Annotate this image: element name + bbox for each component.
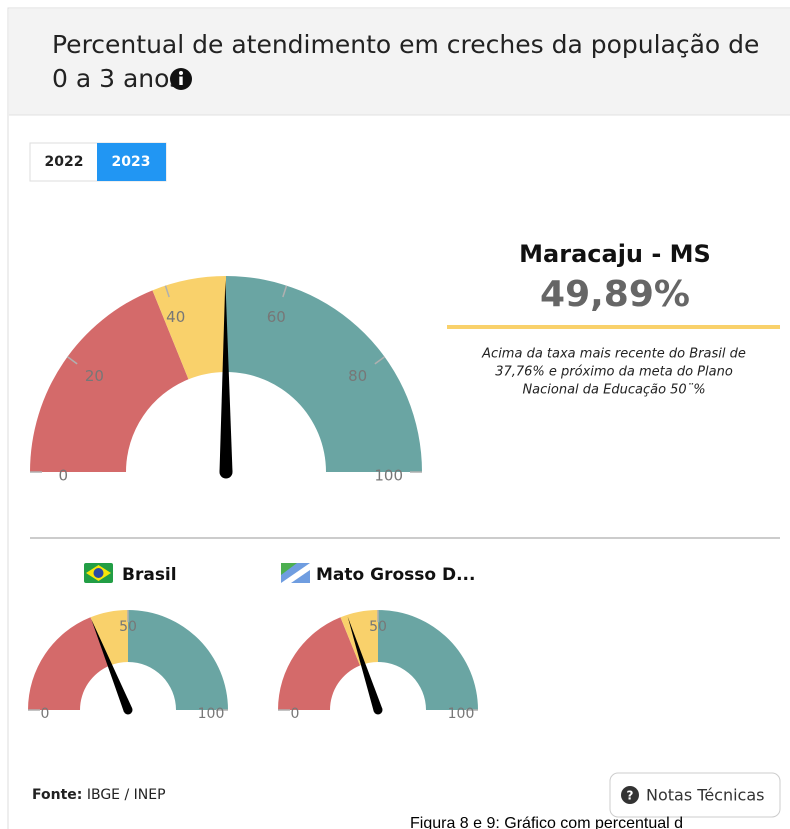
gauge-band <box>152 276 226 380</box>
tab[interactable]: 2022 <box>45 154 84 170</box>
source-text: IBGE / INEP <box>87 787 166 803</box>
title-line: Percentual de atendimento em creches da … <box>52 30 759 59</box>
description: Acima da taxa mais recente do Brasil de <box>481 347 746 362</box>
gauge-band <box>378 610 478 710</box>
source: Fonte: IBGE / INEP <box>32 787 166 803</box>
needle <box>219 279 233 473</box>
gauge-band <box>90 610 128 666</box>
tick-label: 80 <box>348 367 367 385</box>
question-icon: ? <box>621 786 639 804</box>
flag-brasil <box>84 563 113 583</box>
tick-label: 20 <box>85 367 104 385</box>
tick-label: 60 <box>267 308 286 326</box>
tick-label: 100 <box>374 467 403 485</box>
gauge-band <box>28 617 110 710</box>
svg-text:?: ? <box>627 789 634 803</box>
tick-label: 40 <box>166 308 185 326</box>
charts: 0 20 40 60 80 100 Maracaju - MS 49,89% 0 50 100 Bra… <box>28 240 711 722</box>
gauge-band <box>278 617 360 710</box>
tick-mark <box>66 356 78 365</box>
gauge-band <box>128 610 228 710</box>
tab[interactable]: 2023 <box>112 154 151 170</box>
needle-base <box>219 465 233 479</box>
description: 37,76% e próximo da meta do Plano <box>495 365 733 380</box>
tick-mark <box>164 285 170 298</box>
tick-label: 50 <box>119 619 137 635</box>
gauge-title: Brasil <box>122 565 177 585</box>
description: Nacional da Educação 50¨% <box>522 383 705 398</box>
tick-label: 0 <box>291 706 300 722</box>
tick-label: 50 <box>369 619 387 635</box>
gauge-title: Mato Grosso D... <box>316 565 475 585</box>
flag-ms <box>281 563 310 583</box>
tick-label: 0 <box>41 706 50 722</box>
tab-active[interactable] <box>97 143 166 181</box>
tick-label: 0 <box>59 467 69 485</box>
card-border <box>7 7 790 829</box>
tick-label: 100 <box>448 706 475 722</box>
tick-mark <box>282 285 288 298</box>
title-line: 0 a 3 anos <box>52 64 182 93</box>
caption: Figura 8 e 9: Gráfico com percentual d <box>410 815 683 829</box>
needle-base <box>373 705 383 715</box>
needle <box>347 616 383 712</box>
info-icon[interactable] <box>170 68 192 90</box>
needle-base <box>123 705 133 715</box>
gauge-band <box>30 290 189 472</box>
notes-button-label[interactable]: Notas Técnicas <box>646 786 764 805</box>
tick-mark <box>374 356 386 365</box>
needle <box>91 619 133 712</box>
value-label: 49,89% <box>540 274 690 315</box>
gauge-title: Maracaju - MS <box>519 240 711 268</box>
notes-button[interactable] <box>609 772 781 818</box>
source-label: Fonte: <box>32 787 82 803</box>
tick-label: 100 <box>198 706 225 722</box>
gauge-band <box>226 276 422 472</box>
header-bg <box>9 9 790 115</box>
